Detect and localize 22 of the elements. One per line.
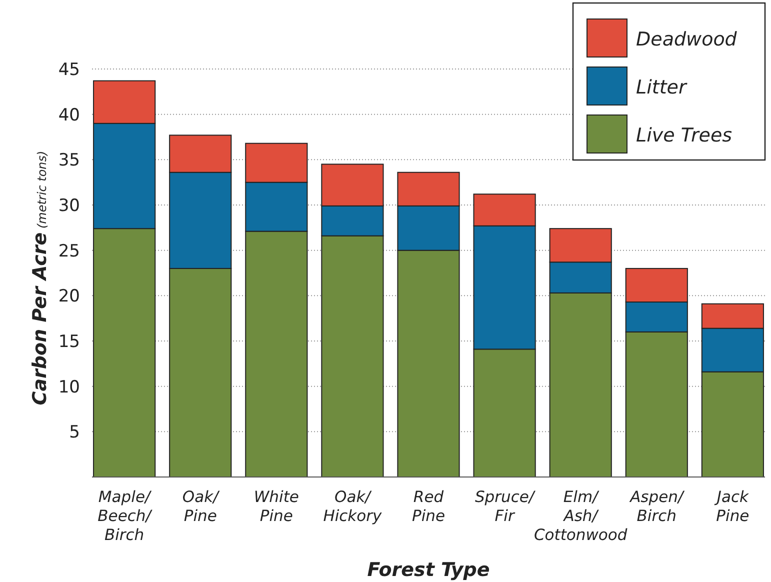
y-tick-label: 30 — [58, 196, 80, 216]
y-tick-label: 20 — [58, 286, 80, 307]
y-tick-label: 5 — [69, 422, 80, 443]
y-tick-label: 25 — [58, 241, 80, 262]
legend-label: Litter — [636, 76, 688, 99]
x-tick-label: Red Pine — [412, 488, 446, 525]
x-tick-label: Spruce/ Fir — [474, 488, 536, 525]
legend-label: Live Trees — [636, 124, 732, 147]
x-tick-label: Jack Pine — [714, 488, 750, 525]
legend-label: Deadwood — [636, 28, 738, 51]
x-tick-label: Oak/ Pine — [182, 488, 220, 525]
y-tick-label: 35 — [58, 150, 80, 171]
y-tick-label: 10 — [58, 377, 80, 398]
x-axis-title: Forest Type — [367, 559, 490, 581]
x-tick-label: Oak/ Hickory — [323, 488, 383, 525]
x-tick-label: White Pine — [254, 488, 299, 525]
y-tick-label: 15 — [58, 332, 80, 352]
y-tick-label: 45 — [58, 60, 80, 80]
x-tick-label: Aspen/ Birch — [629, 488, 685, 525]
y-tick-label: 40 — [58, 105, 80, 126]
x-tick-label: Maple/ Beech/ Birch — [98, 488, 153, 544]
y-axis-title: Carbon Per Acre (metric tons) — [29, 150, 51, 406]
